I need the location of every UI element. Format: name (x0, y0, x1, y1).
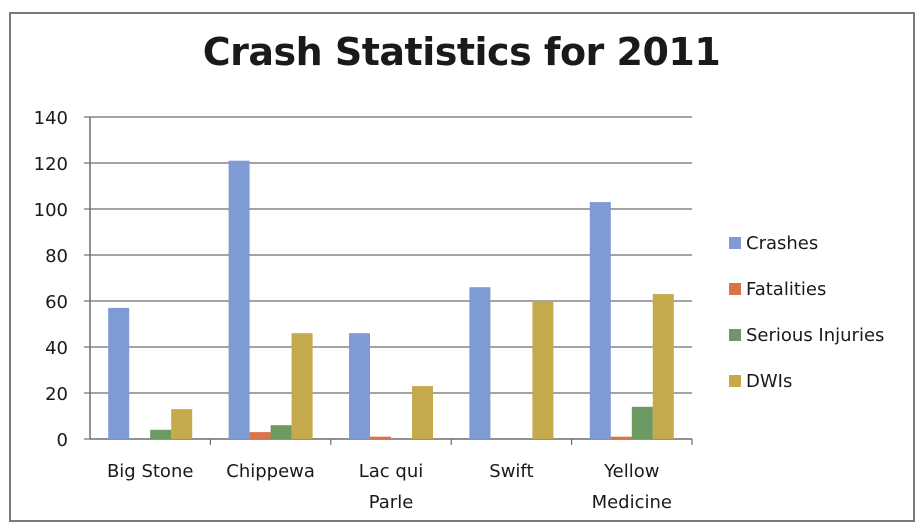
y-tick-label: 0 (57, 430, 68, 451)
legend-item: Serious Injuries (729, 320, 884, 350)
bar-fatalities (249, 432, 271, 439)
bar-fatalities (370, 436, 391, 439)
legend-label: Crashes (746, 232, 819, 254)
legend-label: Serious Injuries (746, 324, 885, 346)
bar-fatalities (610, 436, 632, 439)
bar-crashes (589, 202, 611, 439)
x-tick-label: Yellow (603, 461, 659, 482)
legend-swatch (729, 329, 741, 341)
legend-item: Crashes (729, 228, 884, 258)
x-tick-label: Lac qui (359, 461, 424, 482)
chart-legend: Crashes Fatalities Serious Injuries DWIs (729, 228, 884, 412)
legend-swatch (729, 375, 741, 387)
legend-swatch (729, 237, 741, 249)
bar-serious-injuries (270, 425, 292, 439)
y-tick-label: 60 (45, 292, 68, 313)
bar-dwis (652, 294, 674, 439)
bar-crashes (469, 287, 491, 439)
y-tick-label: 20 (45, 384, 68, 405)
bar-dwis (291, 333, 313, 439)
legend-item: Fatalities (729, 274, 884, 304)
bar-crashes (108, 307, 130, 439)
bar-serious-injuries (631, 406, 653, 439)
chart-title: Crash Statistics for 2011 (202, 30, 721, 74)
legend-label: Fatalities (746, 278, 827, 300)
y-tick-label: 140 (34, 108, 68, 129)
bar-crashes (228, 160, 250, 439)
y-tick-label: 80 (45, 246, 68, 267)
x-tick-label: Chippewa (226, 461, 315, 482)
x-tick-label: Swift (489, 461, 533, 482)
bar-dwis (412, 386, 433, 439)
bar-crashes (349, 333, 370, 439)
bar-dwis (171, 409, 193, 439)
x-tick-label: Big Stone (107, 461, 193, 482)
x-tick-label: Parle (369, 492, 414, 513)
legend-label: DWIs (746, 370, 793, 392)
legend-swatch (729, 283, 741, 295)
y-tick-label: 120 (34, 154, 68, 175)
x-tick-label: Medicine (592, 492, 672, 513)
y-tick-label: 40 (45, 338, 68, 359)
bar-serious-injuries (150, 429, 172, 439)
bar-dwis (532, 301, 554, 439)
y-tick-label: 100 (34, 200, 68, 221)
legend-item: DWIs (729, 366, 884, 396)
